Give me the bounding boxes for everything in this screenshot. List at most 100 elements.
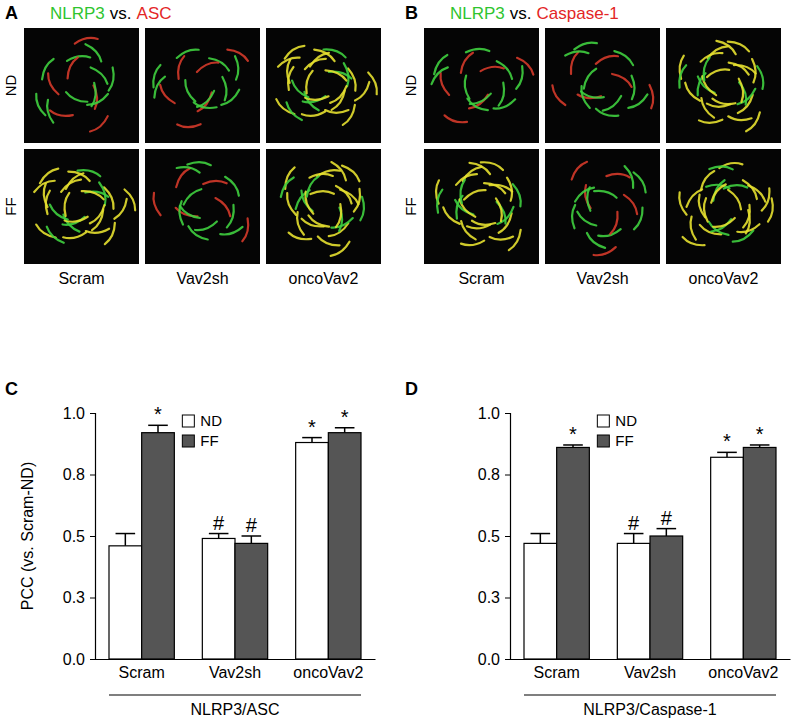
micrograph-texture	[281, 162, 364, 256]
tick-label: 0.0	[63, 651, 85, 668]
tick-label: Scram	[119, 664, 165, 681]
micrograph-stroke	[179, 201, 183, 224]
micrograph-stroke	[92, 83, 96, 106]
error-bar	[657, 529, 677, 536]
legend-label: FF	[200, 432, 218, 449]
legend-swatch	[597, 415, 609, 427]
micrograph-stroke	[432, 67, 448, 84]
micrograph-texture	[679, 41, 763, 131]
micrograph-stroke	[707, 69, 729, 77]
error-bar	[302, 438, 322, 443]
micrograph-stroke	[701, 53, 723, 62]
micrograph-stroke	[704, 198, 708, 221]
legend: NDFF	[597, 412, 637, 449]
micrograph-stroke	[302, 112, 325, 116]
legend-swatch	[182, 435, 194, 447]
tick-label: 1.0	[478, 405, 500, 422]
title-part: Caspase-1	[537, 4, 619, 23]
micrograph-stroke	[85, 44, 101, 61]
micrograph-stroke	[297, 212, 304, 235]
micrograph-stroke	[75, 38, 98, 44]
tick: 0.5	[63, 528, 95, 545]
panel-label: D	[405, 379, 418, 399]
tick-mark	[90, 475, 95, 476]
axis-line	[90, 414, 96, 660]
y-axis-title: PCC (vs. Scram-ND)	[19, 462, 36, 610]
tick-label: 0.5	[478, 528, 500, 545]
tick-mark	[90, 413, 95, 414]
micrograph-stroke	[221, 90, 239, 105]
micrograph-stroke	[712, 99, 735, 104]
micrograph-stroke	[360, 197, 364, 220]
xlabel-bracket	[109, 694, 361, 695]
micrograph-stroke	[50, 205, 68, 220]
micrograph-stroke	[729, 63, 749, 75]
micrograph-stroke	[739, 79, 743, 102]
error-bar	[148, 425, 168, 432]
plot-area	[524, 445, 776, 659]
micrograph-stroke	[603, 96, 621, 111]
micrograph-stroke	[209, 58, 229, 70]
micrograph-stroke	[571, 52, 579, 74]
micrograph	[545, 28, 660, 143]
micrograph-texture	[153, 50, 248, 128]
column-label: Vav2sh	[576, 270, 628, 287]
micrograph-texture	[276, 46, 377, 125]
row-label: FF	[2, 197, 19, 215]
micrograph-stroke	[47, 227, 64, 243]
row-label: ND	[402, 75, 419, 97]
micrograph-stroke	[63, 215, 79, 232]
micrograph-stroke	[466, 49, 489, 53]
micrograph-stroke	[440, 73, 449, 95]
micrograph-stroke	[572, 162, 587, 180]
micrograph-stroke	[470, 163, 491, 174]
micrograph-stroke	[709, 166, 732, 169]
micrograph-stroke	[743, 205, 750, 228]
micrograph-stroke	[470, 94, 491, 104]
plot-area	[109, 425, 361, 659]
micrograph-stroke	[614, 51, 633, 65]
micrograph	[424, 149, 539, 264]
micrograph	[145, 149, 260, 264]
row-label: ND	[2, 75, 19, 97]
micrograph-stroke	[728, 190, 741, 210]
micrograph-stroke	[307, 176, 319, 196]
title-part: vs.	[510, 4, 532, 23]
micrograph-stroke	[343, 105, 355, 125]
micrograph-stroke	[225, 177, 239, 196]
title-part: NLRP3	[50, 4, 105, 23]
micrograph-stroke	[222, 77, 226, 100]
bar	[711, 457, 744, 659]
tick: oncoVav2	[293, 664, 363, 681]
bar	[524, 543, 557, 659]
tick-label: oncoVav2	[708, 664, 778, 681]
micrograph-stroke	[82, 191, 104, 199]
micrograph-stroke	[704, 58, 710, 81]
micrograph-stroke	[344, 63, 349, 86]
error-bar	[624, 534, 644, 544]
micrograph-stroke	[746, 112, 760, 131]
tick-label: 0.3	[478, 589, 500, 606]
micrograph-stroke	[469, 95, 488, 109]
micrograph-stroke	[325, 110, 348, 113]
micrograph-stroke	[355, 82, 369, 101]
tick-mark	[505, 413, 510, 414]
micrograph-stroke	[443, 207, 460, 224]
column-label: oncoVav2	[289, 270, 359, 287]
micrograph-stroke	[289, 233, 312, 240]
micrograph-stroke	[68, 57, 78, 78]
micrograph	[666, 28, 781, 143]
micrograph-stroke	[203, 181, 226, 184]
micrograph-stroke	[685, 83, 700, 101]
error-bar-cap	[531, 533, 551, 535]
micrograph	[266, 28, 381, 143]
micrograph-stroke	[99, 182, 105, 205]
micrograph-stroke	[331, 242, 350, 256]
annotation: *	[341, 406, 349, 428]
micrograph-stroke	[757, 66, 763, 89]
micrograph-stroke	[575, 188, 594, 202]
micrograph-stroke	[47, 100, 53, 123]
micrograph-stroke	[507, 178, 512, 201]
annotation: *	[154, 403, 162, 425]
micrograph-stroke	[481, 67, 504, 71]
